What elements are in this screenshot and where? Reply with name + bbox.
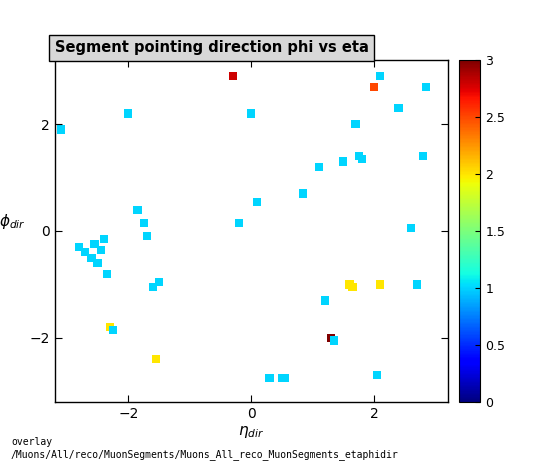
Point (143, 233, 151, 240)
Point (327, 334, 335, 341)
Point (96, 246, 105, 253)
Point (348, 283, 357, 291)
Y-axis label: $\phi_{dir}$: $\phi_{dir}$ (0, 212, 26, 231)
Point (277, 374, 286, 382)
Point (87, 254, 96, 261)
Point (247, 110, 256, 117)
Point (99, 235, 108, 243)
Point (139, 219, 148, 227)
Point (422, 83, 431, 91)
Point (330, 337, 339, 344)
Point (105, 323, 114, 331)
Point (133, 206, 142, 213)
Point (253, 198, 262, 205)
Point (81, 249, 90, 256)
Text: Segment pointing direction phi vs eta: Segment pointing direction phi vs eta (55, 41, 369, 55)
Point (345, 281, 354, 288)
Point (376, 281, 384, 288)
Point (149, 283, 157, 291)
Point (265, 374, 274, 382)
Text: overlay
/Muons/All/reco/MuonSegments/Muons_All_reco_MuonSegments_etaphidir: overlay /Muons/All/reco/MuonSegments/Muo… (11, 437, 399, 460)
Point (281, 374, 289, 382)
Point (155, 278, 163, 286)
Point (228, 73, 237, 80)
Point (56, 126, 65, 133)
Point (376, 73, 384, 80)
Point (234, 219, 243, 227)
Point (90, 241, 99, 248)
Point (339, 158, 348, 165)
Point (124, 110, 133, 117)
Point (357, 155, 366, 163)
Point (394, 104, 403, 112)
Point (314, 163, 323, 170)
Point (406, 225, 415, 232)
Point (75, 243, 84, 251)
Point (109, 326, 117, 334)
Point (370, 83, 378, 91)
Point (354, 152, 363, 160)
Point (351, 121, 360, 128)
Point (321, 297, 329, 304)
Point (373, 371, 382, 379)
Point (93, 259, 102, 267)
Point (299, 190, 308, 197)
X-axis label: $\eta_{dir}$: $\eta_{dir}$ (238, 424, 264, 439)
Point (103, 270, 111, 277)
Point (419, 152, 428, 160)
Point (413, 281, 422, 288)
Point (152, 356, 161, 363)
